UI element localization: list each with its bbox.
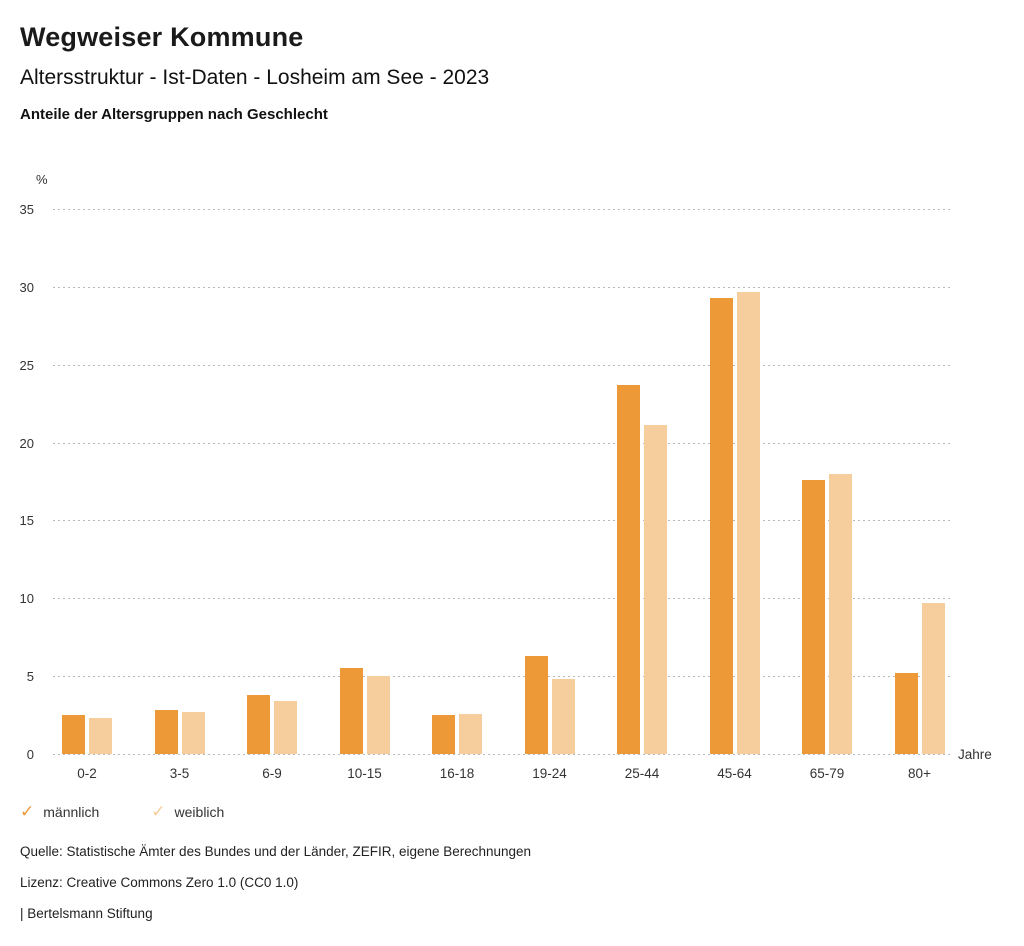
gridline-30 xyxy=(53,286,953,288)
y-tick-label-20: 20 xyxy=(19,435,34,451)
bar-mnnlich-16-18 xyxy=(432,715,455,754)
bar-weiblich-10-15 xyxy=(366,676,390,754)
bar-mnnlich-80+ xyxy=(894,673,918,754)
page-title: Wegweiser Kommune xyxy=(20,22,304,52)
bar-mnnlich-3-5 xyxy=(154,710,178,754)
plot-area xyxy=(53,209,953,755)
y-tick-label-10: 10 xyxy=(19,591,34,607)
bar-mnnlich-65-79 xyxy=(802,479,825,754)
y-axis-unit-label: % xyxy=(36,172,48,187)
y-tick-label-30: 30 xyxy=(19,279,34,295)
bar-mnnlich-19-24 xyxy=(524,655,548,754)
bar-mnnlich-10-15 xyxy=(339,668,363,754)
chart-legend: ✓ männlich ✓ weiblich xyxy=(20,803,224,820)
gridline-35 xyxy=(53,209,953,210)
gridline-0 xyxy=(53,754,953,755)
bar-weiblich-19-24 xyxy=(551,679,575,754)
bar-mnnlich-25-44 xyxy=(617,384,640,754)
license-note: Lizenz: Creative Commons Zero 1.0 (CC0 1… xyxy=(20,875,299,890)
gridline-25 xyxy=(53,364,953,366)
gridline-20 xyxy=(53,442,953,444)
chart-subtitle: Altersstruktur - Ist-Daten - Losheim am … xyxy=(20,66,490,89)
bar-mnnlich-0-2 xyxy=(62,715,85,754)
x-tick-label-80+: 80+ xyxy=(908,766,931,781)
chart-axis-description: Anteile der Altersgruppen nach Geschlech… xyxy=(20,106,328,123)
legend-label: männlich xyxy=(43,803,100,820)
x-tick-label-19-24: 19-24 xyxy=(532,766,567,781)
source-note: Quelle: Statistische Ämter des Bundes un… xyxy=(20,844,532,859)
bar-weiblich-65-79 xyxy=(829,473,852,754)
legend-label: weiblich xyxy=(174,803,225,820)
attribution-note: | Bertelsmann Stiftung xyxy=(20,906,153,921)
x-tick-label-10-15: 10-15 xyxy=(347,766,382,781)
bar-weiblich-3-5 xyxy=(181,711,205,754)
bar-weiblich-80+ xyxy=(921,602,945,754)
x-tick-label-45-64: 45-64 xyxy=(717,766,752,781)
bar-weiblich-45-64 xyxy=(736,291,760,754)
bar-mnnlich-45-64 xyxy=(709,297,733,754)
bar-weiblich-0-2 xyxy=(89,718,112,754)
y-tick-label-5: 5 xyxy=(26,669,34,685)
legend-check-icon: ✓ xyxy=(151,802,166,821)
x-tick-label-6-9: 6-9 xyxy=(262,766,282,781)
gridline-10 xyxy=(53,598,953,600)
x-tick-label-65-79: 65-79 xyxy=(809,766,845,781)
x-tick-label-25-44: 25-44 xyxy=(624,766,660,781)
bar-weiblich-25-44 xyxy=(644,425,667,754)
legend-item-mnnlich[interactable]: ✓ männlich xyxy=(20,803,99,820)
x-tick-label-16-18: 16-18 xyxy=(439,766,475,781)
y-tick-label-25: 25 xyxy=(19,357,34,373)
y-tick-label-35: 35 xyxy=(19,202,34,217)
x-tick-label-3-5: 3-5 xyxy=(169,766,190,781)
y-tick-label-15: 15 xyxy=(19,513,34,529)
y-tick-label-0: 0 xyxy=(26,747,34,762)
gridline-5 xyxy=(53,676,953,678)
legend-item-weiblich[interactable]: ✓ weiblich xyxy=(151,803,224,820)
bar-weiblich-6-9 xyxy=(274,701,297,754)
legend-check-icon: ✓ xyxy=(20,802,35,821)
x-tick-label-0-2: 0-2 xyxy=(77,766,97,781)
bar-weiblich-16-18 xyxy=(459,713,482,754)
x-axis-unit-label: Jahre xyxy=(958,747,992,762)
gridline-15 xyxy=(53,520,953,522)
bar-mnnlich-6-9 xyxy=(247,694,270,754)
